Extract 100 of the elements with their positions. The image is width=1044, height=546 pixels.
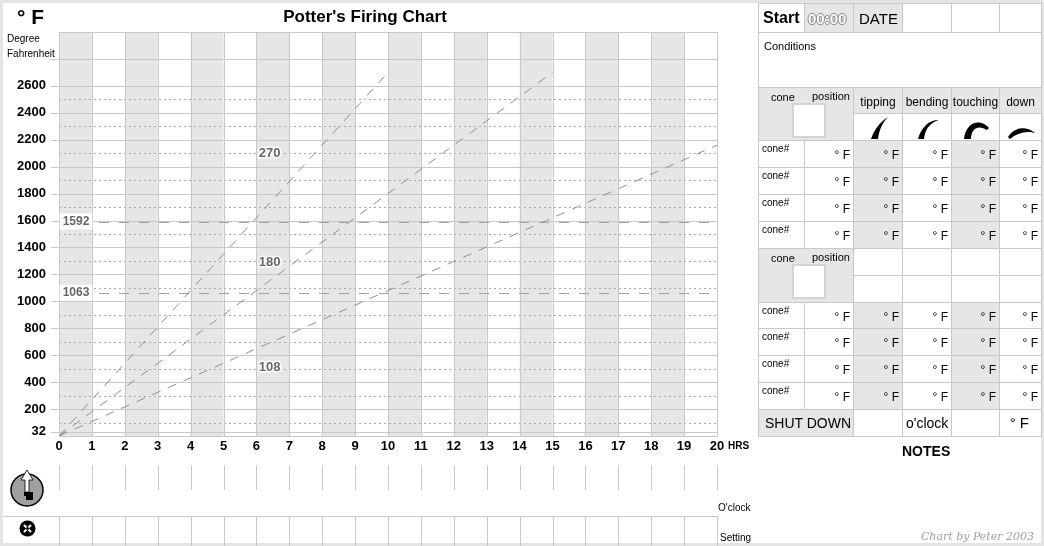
text: ° F	[1022, 202, 1038, 216]
text: ° F	[1022, 148, 1038, 162]
text: cone#	[762, 143, 790, 154]
y-tick-label: 200	[24, 400, 46, 416]
x-tick-label: 13	[479, 438, 494, 454]
x-tick-label: 3	[154, 438, 162, 454]
chart-title: Potter's Firing Chart	[283, 6, 448, 26]
x-tick-label: 2	[121, 438, 129, 454]
text: cone#	[762, 305, 790, 316]
text: ° F	[980, 202, 996, 216]
x-axis-title: HRS	[728, 439, 750, 451]
text: Start	[763, 9, 800, 26]
text: ° F	[932, 363, 948, 377]
text: ° F	[980, 175, 996, 189]
x-tick-label: 18	[643, 438, 659, 454]
x-tick-label: 10	[380, 438, 396, 454]
y-tick-label: 1800	[17, 185, 46, 201]
y-tick-label: 2200	[17, 131, 46, 147]
text: ° F	[980, 336, 996, 350]
text: touching	[952, 95, 999, 109]
x-tick-label: 14	[512, 438, 528, 454]
text: ° F	[1022, 363, 1038, 377]
text: ° F	[883, 336, 899, 350]
text: bending	[904, 95, 950, 109]
text: ° F	[834, 310, 850, 324]
text: ° F	[1022, 229, 1038, 243]
x-tick-label: 6	[252, 438, 261, 454]
x-tick-label: 4	[186, 438, 195, 454]
text: ° F	[932, 202, 948, 216]
x-tick-label: 19	[676, 438, 692, 454]
text: position	[812, 251, 850, 263]
text: ° F	[980, 390, 996, 404]
text: o'clock	[906, 415, 949, 431]
x-tick-label: 0	[55, 438, 63, 454]
y-tick-label: 400	[24, 373, 46, 389]
text: ° F	[932, 336, 948, 350]
series-label: 108	[258, 358, 281, 374]
ref-line-label: 1063	[62, 285, 90, 300]
y-tick-label: 1000	[17, 292, 46, 308]
text: Chart by Peter 2003	[920, 530, 1034, 543]
text: SHUT DOWN	[765, 415, 852, 431]
ref-line-label: 1592	[62, 213, 90, 228]
text: down	[1005, 95, 1036, 109]
text: ° F	[883, 202, 899, 216]
text: ° F	[834, 390, 850, 404]
text: cone	[771, 91, 795, 103]
y-axis-title: Degree Fahrenheit	[7, 32, 56, 59]
x-tick-label: 7	[285, 438, 293, 454]
text: cone#	[762, 385, 790, 396]
text: NOTES	[902, 443, 951, 459]
text: ° F	[883, 310, 899, 324]
y-tick-label: 32	[31, 423, 46, 439]
y-tick-label: 600	[24, 346, 46, 362]
text: cone#	[762, 331, 790, 342]
x-tick-label: 5	[219, 438, 228, 454]
text: ° F	[834, 202, 850, 216]
text: ° F	[980, 148, 996, 162]
text: ° F	[980, 229, 996, 243]
y-tick-label: 2400	[17, 104, 46, 120]
text: tipping	[859, 95, 897, 109]
y-tick-label: 2000	[17, 158, 46, 174]
text: cone#	[762, 224, 790, 235]
text: ° F	[980, 310, 996, 324]
text: ° F	[834, 363, 850, 377]
text: position	[812, 90, 850, 102]
text: ° F	[1022, 390, 1038, 404]
text: cone#	[762, 170, 790, 181]
text: ° F	[1009, 414, 1029, 431]
text: Conditions	[764, 40, 816, 52]
text: ° F	[932, 390, 948, 404]
series-label: 180	[258, 253, 281, 269]
x-tick-label: 15	[545, 438, 560, 454]
text: ° F	[834, 229, 850, 243]
text: ° F	[932, 175, 948, 189]
text: ° F	[932, 310, 948, 324]
x-tick-label: 17	[611, 438, 626, 454]
text: cone	[771, 252, 795, 264]
y-tick-label: 1600	[17, 212, 46, 228]
text: ° F	[1022, 175, 1038, 189]
x-tick-label: 9	[351, 438, 359, 454]
y-tick-label: 1200	[17, 265, 46, 281]
x-tick-label: 1	[88, 438, 96, 454]
y-tick-label: 800	[24, 319, 46, 335]
text: ° F	[834, 175, 850, 189]
text: ° F	[834, 148, 850, 162]
text: cone#	[762, 197, 790, 208]
text: ° F	[883, 175, 899, 189]
y-tick-label: 2600	[17, 77, 46, 93]
text: Setting	[720, 531, 752, 543]
text: ° F	[980, 363, 996, 377]
text: ° F	[17, 4, 45, 28]
text: DATE	[859, 10, 898, 27]
text: ° F	[932, 148, 948, 162]
text: ° F	[883, 148, 899, 162]
text: ° F	[932, 229, 948, 243]
x-tick-label: 12	[446, 438, 462, 454]
text: ° F	[1022, 310, 1038, 324]
series-label: 270	[258, 144, 281, 160]
x-tick-label: 20	[709, 438, 725, 454]
text: ° F	[883, 390, 899, 404]
